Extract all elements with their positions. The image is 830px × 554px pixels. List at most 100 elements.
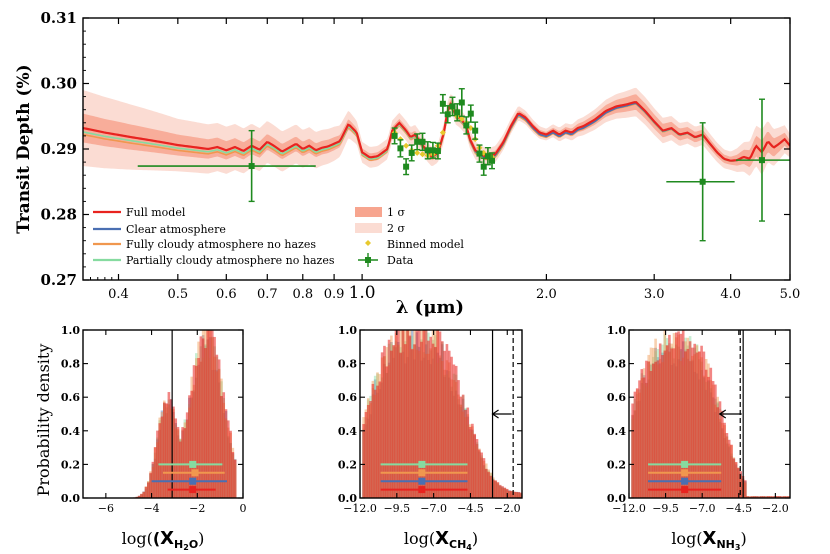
histogram-bar (436, 330, 439, 498)
histogram-bar (744, 480, 747, 498)
x-tick-label: 0.8 (292, 287, 313, 302)
y-tick-label: 0.29 (40, 140, 77, 158)
histogram-bar (362, 424, 365, 498)
histogram-bar (204, 348, 207, 498)
histogram-bar (213, 336, 216, 498)
y-tick-label: 0.8 (607, 358, 626, 371)
histogram-bar (156, 430, 159, 498)
histogram-bar (222, 392, 226, 498)
x-tick-label: 0.5 (167, 287, 188, 302)
y-tick-label: 0.4 (607, 425, 626, 438)
x-tick-label: −9.5 (383, 502, 410, 515)
histogram-bar (468, 427, 472, 498)
x-tick-label: −4.5 (457, 502, 484, 515)
histogram-bar (383, 345, 386, 498)
histogram-bar (730, 444, 733, 498)
data-point (735, 98, 790, 222)
upper-limit-arrow-head (718, 409, 727, 419)
histogram-h2o: −6 −4 −2 0 0.0 0.2 0.4 0.6 0.8 1.0 log((XH2O) Pr… (34, 324, 247, 552)
histogram-bar (661, 355, 664, 498)
histogram-h2o-overlay (151, 330, 227, 498)
histogram-bar (422, 330, 426, 498)
data-point (458, 88, 465, 117)
x-tick-label: −6 (98, 502, 114, 515)
histogram-bar (783, 496, 786, 498)
y-tick-label: 0.31 (40, 9, 77, 27)
histogram-bar (714, 384, 717, 498)
histogram-bar (787, 496, 790, 498)
histogram-bar (778, 496, 782, 498)
x-tick-label: −9.5 (652, 502, 679, 515)
histogram-bar (233, 460, 237, 498)
histogram-bar (494, 480, 497, 498)
x-tick-label: −2.0 (762, 502, 789, 515)
median-marker-partial (648, 460, 722, 468)
histogram-bar (515, 492, 518, 498)
legend-swatch-2-sigma (355, 223, 382, 233)
x-tick-label: 3.0 (644, 287, 665, 302)
data-point (463, 116, 470, 135)
histogram-bar (663, 350, 667, 498)
histogram-bar (366, 404, 370, 498)
histogram-ch4: −12.0 −9.5 −7.0 −4.5 −2.0 0.0 0.2 0.4 0.6 0.8 1.0… (338, 324, 523, 552)
histogram-bar (429, 336, 433, 498)
histogram-h2o-frame (82, 329, 244, 499)
histogram-bar (734, 462, 738, 498)
histogram-bar (438, 331, 442, 498)
histogram-bar (769, 496, 772, 498)
median-marker-clear (648, 477, 722, 485)
histogram-nh3-overlay (648, 330, 744, 498)
histogram-nh3-x-ticks: −12.0 −9.5 −7.0 −4.5 −2.0 (612, 330, 789, 515)
histogram-bar (675, 332, 678, 498)
x-tick-label: 2.0 (536, 287, 557, 302)
histogram-bar (445, 344, 449, 498)
data-point (476, 144, 483, 163)
histogram-bar (665, 345, 669, 498)
histogram-bar (406, 330, 409, 498)
histogram-bar (688, 341, 692, 498)
histogram-bar (709, 367, 713, 498)
histogram-bar (201, 338, 205, 498)
histogram-bar (519, 492, 522, 498)
histogram-bar (681, 330, 685, 498)
x-tick-label: 4.0 (720, 287, 741, 302)
histogram-bar (144, 486, 148, 498)
histogram-bar (737, 467, 740, 498)
histogram-bar (206, 330, 210, 498)
histogram-ch4-x-label: log(XCH4) (404, 528, 478, 552)
histogram-bar (151, 461, 155, 498)
histogram-bar (169, 399, 173, 498)
histogram-bar (704, 369, 708, 498)
histogram-bar (711, 381, 715, 498)
median-marker-cloudy (163, 469, 225, 477)
histogram-bar (385, 366, 389, 498)
x-tick-label: 0.4 (108, 287, 129, 302)
y-tick-label: 1.0 (338, 324, 357, 337)
spectrum-x-label: λ (μm) (396, 297, 464, 318)
binned-model-point (458, 115, 465, 122)
histogram-bar (443, 350, 446, 498)
median-marker-full (648, 486, 722, 494)
histogram-bar (510, 490, 514, 498)
data-point (484, 146, 491, 166)
histogram-bar (371, 383, 375, 498)
histogram-series-full (362, 330, 522, 498)
data-point (424, 141, 431, 160)
histogram-bar (721, 410, 724, 498)
histogram-h2o-x-ticks: −6 −4 −2 0 (98, 330, 247, 515)
histogram-bar (723, 422, 726, 498)
y-tick-label: 0.4 (338, 425, 357, 438)
histogram-bar (153, 447, 157, 498)
histogram-bar (640, 369, 644, 498)
histogram-bar (167, 392, 171, 498)
histogram-bar (732, 458, 736, 498)
spectrum-panel: 0.4 0.5 0.6 0.7 0.8 0.9 1.0 2.0 3.0 4.0 5.0 0.270.… (14, 9, 800, 318)
histogram-bar (686, 348, 690, 498)
data-points (137, 88, 790, 242)
histogram-bar (631, 403, 634, 498)
median-marker-partial (158, 460, 223, 468)
histogram-bar (707, 376, 710, 498)
histogram-bar (142, 491, 146, 498)
histogram-nh3-x-label: log(XNH3) (671, 528, 746, 552)
